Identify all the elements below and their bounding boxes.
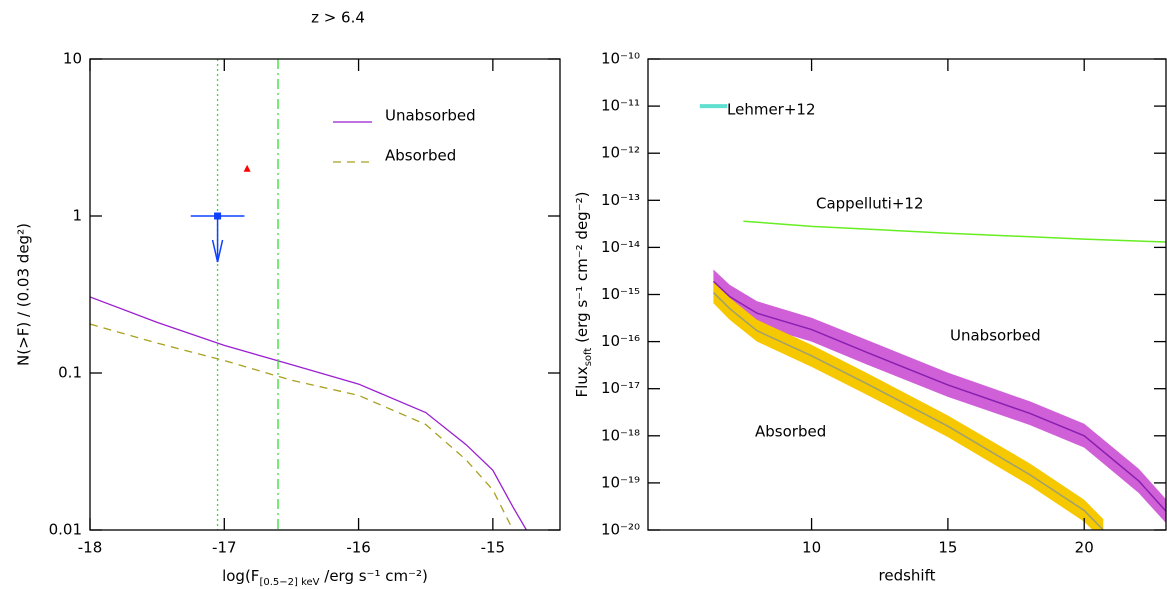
legend-label: Absorbed	[385, 147, 456, 165]
y-tick-label: 10⁻¹⁵	[601, 285, 640, 303]
y-tick-label: 10⁻¹¹	[601, 97, 640, 115]
y-tick-label: 10⁻¹⁶	[601, 332, 640, 350]
series-line	[712, 280, 1166, 512]
x-axis-label: log(F[0.5−2] keV /erg s⁻¹ cm⁻²)	[222, 567, 428, 588]
y-axis-label-part: Flux	[573, 366, 591, 397]
series-label: Cappelluti+12	[816, 195, 923, 213]
y-tick-label: 10⁻²⁰	[601, 521, 640, 539]
series-line	[712, 292, 1104, 530]
y-tick-label: 10⁻¹³	[601, 191, 640, 209]
x-tick-label: -16	[346, 539, 371, 557]
legend-label: Unabsorbed	[385, 107, 476, 125]
band	[713, 269, 1166, 524]
y-tick-label: 0.1	[58, 364, 82, 382]
x-tick-label: 20	[1075, 539, 1094, 557]
x-tick-label: -17	[212, 539, 237, 557]
x-axis-label-part: /erg s⁻¹ cm⁻²)	[320, 567, 428, 585]
y-tick-label: 0.01	[49, 521, 82, 539]
series-line	[743, 220, 1166, 243]
x-tick-label: -18	[78, 539, 103, 557]
y-axis-label-part: (erg s⁻¹ cm⁻² deg⁻²)	[573, 192, 591, 348]
series-line	[90, 296, 527, 530]
plot-area	[699, 104, 1166, 530]
x-tick-label: 10	[802, 539, 821, 557]
point	[214, 212, 222, 220]
chart-title: z > 6.4	[311, 9, 365, 27]
plot-area	[90, 59, 527, 530]
x-axis-label: redshift	[879, 567, 936, 585]
y-axis-label-part: soft	[583, 348, 594, 367]
y-tick-label: 10⁻¹²	[601, 144, 640, 162]
series-label: Lehmer+12	[727, 101, 816, 119]
y-tick-label: 10⁻¹⁸	[601, 426, 640, 444]
series-label: Absorbed	[755, 423, 826, 441]
y-tick-label: 10⁻¹⁰	[601, 50, 640, 68]
y-tick-label: 1	[72, 207, 82, 225]
y-axis-label: N(>F) / (0.03 deg²)	[15, 223, 33, 366]
plot-frame	[89, 58, 561, 531]
x-tick-label: -15	[481, 539, 506, 557]
upper-limit-arrow-head	[211, 239, 224, 263]
y-axis-label: Fluxsoft (erg s⁻¹ cm⁻² deg⁻²)	[573, 192, 594, 398]
point	[243, 164, 251, 172]
y-tick-label: 10⁻¹⁹	[601, 473, 640, 491]
x-tick-label: 15	[938, 539, 957, 557]
y-tick-label: 10⁻¹⁴	[601, 238, 640, 256]
x-axis-label-part: [0.5−2] keV	[259, 577, 319, 588]
series-label: Unabsorbed	[950, 327, 1041, 345]
y-tick-label: 10⁻¹⁷	[601, 379, 640, 397]
y-tick-label: 10	[63, 50, 82, 68]
x-axis-label-part: log(F	[222, 567, 259, 585]
